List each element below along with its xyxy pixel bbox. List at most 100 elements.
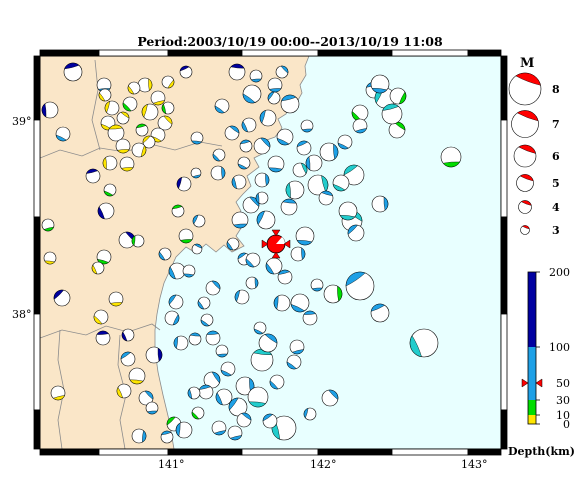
- earthquake-event[interactable]: [241, 117, 257, 133]
- earthquake-event[interactable]: [103, 183, 117, 197]
- earthquake-event[interactable]: [131, 142, 147, 158]
- earthquake-event[interactable]: [255, 191, 269, 205]
- earthquake-event[interactable]: [388, 121, 406, 139]
- earthquake-event[interactable]: [104, 100, 120, 116]
- earthquake-event[interactable]: [214, 98, 230, 114]
- earthquake-event[interactable]: [122, 96, 138, 112]
- earthquake-event[interactable]: [95, 330, 111, 346]
- earthquake-event[interactable]: [131, 428, 147, 444]
- earthquake-event[interactable]: [188, 332, 202, 346]
- earthquake-event[interactable]: [300, 119, 314, 133]
- magnitude-legend-symbol[interactable]: [518, 200, 532, 214]
- earthquake-event[interactable]: [345, 271, 375, 301]
- earthquake-event[interactable]: [179, 65, 193, 79]
- earthquake-event[interactable]: [158, 247, 172, 261]
- earthquake-event[interactable]: [127, 81, 141, 95]
- earthquake-event[interactable]: [289, 339, 305, 355]
- earthquake-event[interactable]: [41, 218, 55, 232]
- earthquake-event[interactable]: [108, 291, 124, 307]
- earthquake-event[interactable]: [295, 226, 315, 246]
- earthquake-event[interactable]: [280, 94, 300, 114]
- earthquake-event[interactable]: [182, 264, 196, 278]
- magnitude-legend-symbol[interactable]: [513, 144, 537, 168]
- earthquake-event[interactable]: [231, 211, 249, 229]
- earthquake-event[interactable]: [280, 198, 298, 216]
- earthquake-event[interactable]: [135, 123, 149, 137]
- earthquake-event[interactable]: [292, 162, 308, 178]
- earthquake-event[interactable]: [220, 361, 236, 377]
- earthquake-event[interactable]: [249, 69, 263, 83]
- earthquake-event[interactable]: [192, 214, 206, 228]
- earthquake-event[interactable]: [173, 335, 189, 351]
- earthquake-event[interactable]: [50, 385, 66, 401]
- earthquake-event[interactable]: [178, 228, 194, 244]
- earthquake-event[interactable]: [318, 190, 334, 206]
- earthquake-event[interactable]: [290, 246, 306, 262]
- earthquake-event[interactable]: [381, 103, 403, 125]
- magnitude-legend-symbol[interactable]: [516, 174, 534, 192]
- earthquake-event[interactable]: [286, 354, 302, 370]
- earthquake-event[interactable]: [224, 125, 240, 141]
- earthquake-event[interactable]: [191, 243, 203, 255]
- earthquake-event[interactable]: [259, 109, 277, 127]
- earthquake-event[interactable]: [245, 252, 261, 268]
- earthquake-event[interactable]: [85, 168, 101, 184]
- earthquake-event[interactable]: [142, 135, 156, 149]
- earthquake-event[interactable]: [190, 131, 204, 145]
- earthquake-event[interactable]: [190, 167, 202, 179]
- earthquake-event[interactable]: [254, 172, 270, 188]
- earthquake-event[interactable]: [228, 63, 246, 81]
- earthquake-event[interactable]: [290, 293, 310, 313]
- earthquake-event[interactable]: [197, 296, 211, 310]
- earthquake-event[interactable]: [205, 280, 221, 296]
- earthquake-event[interactable]: [43, 251, 57, 265]
- earthquake-event[interactable]: [91, 261, 105, 275]
- earthquake-event[interactable]: [343, 164, 365, 186]
- earthquake-event[interactable]: [323, 284, 343, 304]
- earthquake-event[interactable]: [115, 138, 131, 154]
- earthquake-event[interactable]: [168, 262, 186, 280]
- earthquake-event[interactable]: [351, 104, 369, 122]
- earthquake-event[interactable]: [141, 103, 159, 121]
- earthquake-event[interactable]: [285, 180, 305, 200]
- earthquake-event[interactable]: [269, 374, 285, 390]
- earthquake-event[interactable]: [371, 195, 389, 213]
- earthquake-event[interactable]: [121, 328, 135, 342]
- earthquake-event[interactable]: [227, 425, 243, 441]
- earthquake-event[interactable]: [116, 383, 132, 399]
- earthquake-event[interactable]: [245, 276, 259, 290]
- earthquake-event[interactable]: [302, 310, 318, 326]
- earthquake-event[interactable]: [352, 118, 368, 134]
- earthquake-event[interactable]: [370, 303, 390, 323]
- earthquake-event[interactable]: [262, 413, 278, 429]
- earthquake-event[interactable]: [205, 330, 221, 346]
- earthquake-event[interactable]: [215, 344, 229, 358]
- earthquake-event[interactable]: [277, 269, 293, 285]
- earthquake-event[interactable]: [253, 137, 271, 155]
- earthquake-event[interactable]: [256, 210, 276, 230]
- earthquake-event[interactable]: [226, 237, 240, 251]
- earthquake-event[interactable]: [276, 128, 294, 146]
- earthquake-event[interactable]: [267, 91, 281, 105]
- earthquake-event[interactable]: [267, 155, 285, 173]
- mainshock-marker[interactable]: [261, 229, 291, 259]
- earthquake-event[interactable]: [53, 289, 71, 307]
- earthquake-event[interactable]: [332, 174, 350, 192]
- earthquake-event[interactable]: [161, 75, 175, 89]
- earthquake-event[interactable]: [267, 77, 283, 93]
- earthquake-event[interactable]: [161, 101, 175, 115]
- earthquake-event[interactable]: [63, 62, 83, 82]
- earthquake-event[interactable]: [98, 88, 112, 102]
- magnitude-legend-symbol[interactable]: [511, 110, 539, 138]
- earthquake-event[interactable]: [321, 389, 339, 407]
- earthquake-event[interactable]: [160, 430, 174, 444]
- earthquake-event[interactable]: [337, 134, 353, 150]
- earthquake-event[interactable]: [265, 257, 283, 275]
- earthquake-event[interactable]: [239, 139, 253, 153]
- earthquake-event[interactable]: [137, 77, 153, 93]
- earthquake-event[interactable]: [198, 384, 214, 400]
- earthquake-event[interactable]: [176, 176, 192, 192]
- earthquake-event[interactable]: [231, 174, 247, 190]
- earthquake-event[interactable]: [107, 124, 125, 142]
- earthquake-event[interactable]: [247, 386, 269, 408]
